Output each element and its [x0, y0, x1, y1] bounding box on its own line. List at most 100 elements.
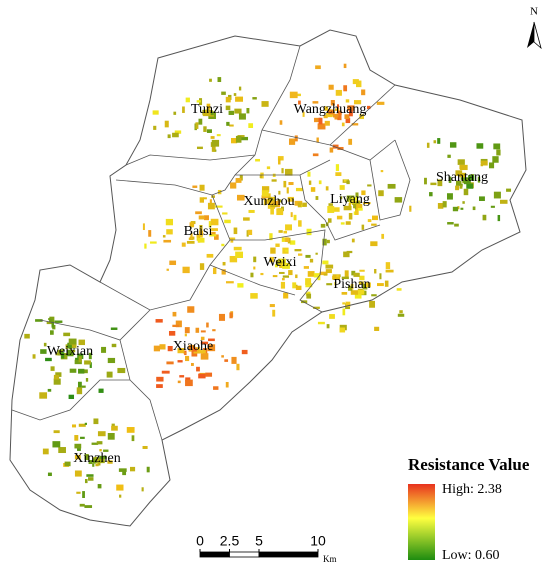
- patch: [238, 113, 246, 120]
- patch: [287, 196, 294, 202]
- patch: [288, 182, 294, 186]
- patch: [278, 230, 283, 233]
- patch: [148, 230, 152, 237]
- region-label: Weixi: [263, 255, 296, 270]
- patch: [318, 180, 322, 185]
- patch: [174, 130, 182, 134]
- patch: [234, 108, 242, 114]
- patch: [315, 196, 319, 200]
- patch: [266, 166, 271, 170]
- patch: [84, 360, 91, 365]
- patch: [43, 342, 47, 347]
- patch: [455, 180, 462, 186]
- patch: [307, 291, 311, 294]
- patch: [169, 260, 177, 266]
- patch: [394, 197, 403, 203]
- patch: [305, 278, 312, 285]
- patch: [200, 330, 206, 333]
- patch: [352, 79, 359, 85]
- patch: [89, 362, 92, 368]
- patch: [437, 203, 444, 209]
- patch: [350, 200, 356, 204]
- patch: [184, 327, 190, 334]
- patch: [326, 239, 330, 244]
- patch: [71, 349, 76, 353]
- patch: [221, 243, 225, 247]
- patch: [68, 394, 75, 400]
- patch: [84, 454, 89, 460]
- patch: [42, 448, 49, 455]
- patch: [200, 341, 209, 345]
- patch: [424, 177, 427, 185]
- patch: [345, 117, 351, 124]
- patch: [221, 269, 226, 275]
- region-label: Xiaohe: [173, 339, 213, 354]
- patch: [225, 96, 231, 103]
- patch: [460, 177, 467, 180]
- patch: [362, 283, 368, 290]
- scale-unit: Km: [323, 554, 337, 564]
- patch: [261, 190, 269, 197]
- patch: [286, 187, 289, 194]
- patch: [305, 254, 311, 258]
- patch: [88, 352, 92, 360]
- patch: [192, 348, 197, 352]
- patch: [282, 275, 290, 278]
- patch: [324, 120, 330, 126]
- scale-tick-label: 10: [310, 533, 326, 549]
- patch: [225, 105, 231, 111]
- patch: [97, 484, 102, 489]
- patch: [325, 186, 329, 191]
- patch: [190, 362, 194, 366]
- patch: [195, 327, 200, 333]
- patch: [359, 114, 364, 120]
- patch: [209, 78, 212, 82]
- patch: [361, 190, 366, 196]
- patch: [224, 359, 229, 362]
- patch: [80, 436, 85, 439]
- patch: [107, 357, 116, 364]
- patch: [203, 197, 207, 200]
- patch: [452, 206, 459, 212]
- patch: [212, 329, 216, 332]
- patch: [199, 263, 205, 270]
- patch: [315, 65, 321, 70]
- patch: [367, 219, 372, 223]
- patch: [316, 137, 319, 143]
- patch: [230, 182, 237, 189]
- patch: [81, 385, 86, 388]
- patch: [354, 294, 362, 299]
- patch: [212, 267, 217, 275]
- patch: [172, 132, 179, 138]
- patch: [345, 301, 351, 307]
- patch: [288, 270, 293, 276]
- patch: [64, 461, 71, 467]
- patch: [190, 233, 193, 240]
- patch: [185, 97, 190, 103]
- patch: [296, 93, 301, 97]
- patch: [289, 240, 296, 245]
- patch: [376, 101, 385, 105]
- patch: [295, 274, 298, 279]
- patch: [348, 138, 353, 145]
- patch: [353, 100, 362, 105]
- patch: [342, 308, 346, 316]
- patch: [163, 239, 172, 243]
- patch: [177, 348, 185, 354]
- patch: [183, 352, 187, 355]
- patch: [152, 110, 159, 115]
- patch: [276, 208, 284, 216]
- patch: [317, 123, 326, 130]
- patch: [200, 336, 205, 341]
- patch: [351, 270, 356, 276]
- patch: [206, 322, 209, 328]
- patch: [348, 202, 351, 207]
- patch: [381, 233, 385, 239]
- patch: [207, 202, 215, 210]
- patch: [198, 373, 206, 379]
- patch: [343, 63, 347, 69]
- patch: [205, 372, 213, 377]
- patch: [47, 472, 52, 477]
- patch: [233, 227, 238, 235]
- patch: [237, 283, 244, 288]
